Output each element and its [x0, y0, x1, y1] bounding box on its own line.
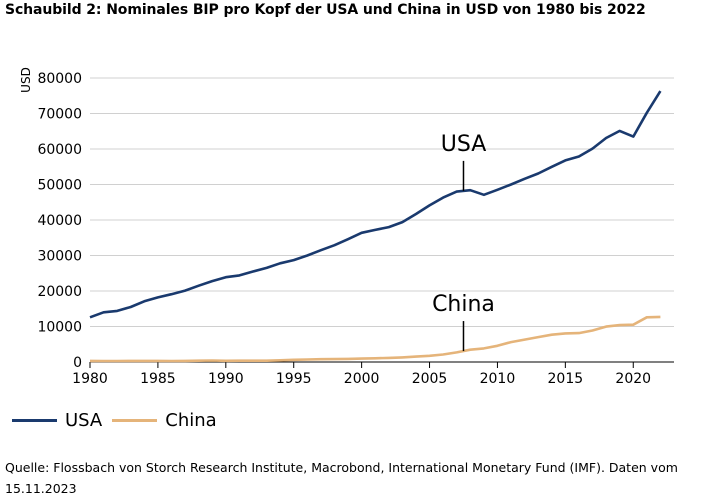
annotation-label-usa: USA	[441, 132, 487, 157]
axes: 0 10000 20000 30000 40000 50000 60000 70000 8000…	[19, 67, 674, 387]
y-tick-label-40000: 40000	[37, 213, 82, 229]
y-tick-label-0: 0	[73, 355, 82, 371]
y-tick-label-50000: 50000	[37, 178, 82, 194]
chart-title: Schaubild 2: Nominales BIP pro Kopf der …	[5, 2, 646, 18]
x-tick-label-1995: 1995	[276, 371, 312, 387]
x-tick-label-1980: 1980	[72, 371, 108, 387]
y-tick-label-70000: 70000	[37, 107, 82, 123]
y-tick-label-30000: 30000	[37, 249, 82, 265]
y-axis-label: USD	[19, 67, 33, 93]
x-tick-label-2010: 2010	[480, 371, 516, 387]
y-tick-label-10000: 10000	[37, 320, 82, 336]
x-tick-label-1990: 1990	[208, 371, 244, 387]
series-line-china	[89, 315, 661, 363]
series-line-usa	[89, 90, 662, 319]
legend-item-usa: USA	[12, 410, 102, 431]
annotations: USA China	[432, 132, 495, 352]
grid-lines	[90, 77, 674, 327]
x-tick-label-2020: 2020	[615, 371, 651, 387]
x-tick-label-1985: 1985	[140, 371, 176, 387]
series-lines	[89, 90, 662, 363]
x-tick-label-2005: 2005	[412, 371, 448, 387]
legend-swatch-china	[112, 419, 158, 422]
y-tick-label-60000: 60000	[37, 142, 82, 158]
legend-label-usa: USA	[65, 410, 103, 431]
legend-swatch-usa	[12, 419, 57, 422]
legend-label-china: China	[165, 410, 217, 431]
source-note: Quelle: Flossbach von Storch Research In…	[5, 460, 678, 496]
legend-item-china: China	[112, 410, 217, 431]
line-chart: 0 10000 20000 30000 40000 50000 60000 70000 8000…	[19, 67, 674, 387]
x-tick-label-2000: 2000	[344, 371, 380, 387]
annotation-label-china: China	[432, 292, 495, 317]
legend: USA China	[12, 410, 227, 431]
x-tick-label-2015: 2015	[548, 371, 584, 387]
y-tick-label-20000: 20000	[37, 284, 82, 300]
y-tick-label-80000: 80000	[37, 71, 82, 87]
